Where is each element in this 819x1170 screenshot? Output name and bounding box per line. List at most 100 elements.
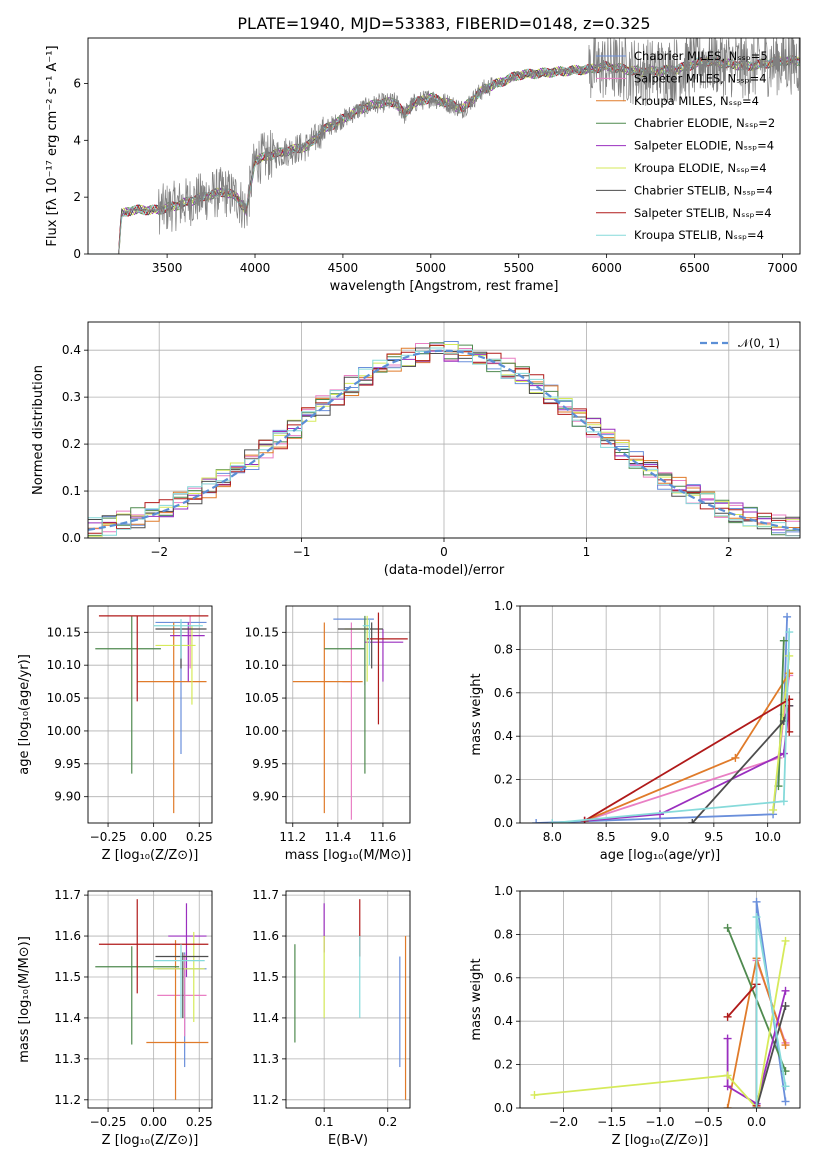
x-tick-label: 0.25 [186, 1115, 213, 1129]
observed-spectrum [118, 38, 800, 254]
mass-z-panel-grid [88, 891, 212, 1108]
x-tick-label: 6500 [679, 261, 710, 275]
x-tick-label: 7000 [767, 261, 798, 275]
y-tick-label: 10.15 [47, 625, 81, 639]
x-tick-label: −0.25 [90, 1115, 127, 1129]
y-tick-label: 1.0 [494, 599, 513, 613]
y-tick-label: 11.2 [54, 1093, 81, 1107]
axes-frame [87, 37, 801, 255]
mass-ebv-panel-grid [286, 891, 410, 1108]
legend-label-kroupa_miles: Kroupa MILES, Nₛₛₚ=4 [634, 94, 759, 108]
legend-label-chabrier_elodie: Chabrier ELODIE, Nₛₛₚ=2 [634, 116, 775, 130]
x-tick-label: 2 [725, 545, 733, 559]
y-tick-label: 0.6 [494, 686, 513, 700]
x-tick-label: 4500 [328, 261, 359, 275]
model-spectrum-chabrier_elodie [88, 55, 800, 254]
x-tick-label: 9.5 [704, 830, 723, 844]
spectrum-panel: 3500 4000 4500 5000 5500 6000 6500 7000 0 2 4 6 wave… [45, 14, 801, 294]
model-spectrum-kroupa_stelib [88, 55, 800, 254]
y-tick-label: 2 [73, 190, 81, 204]
x-tick-label: −0.5 [694, 1115, 723, 1129]
weight-line-chabrier_stelib [755, 1005, 787, 1108]
axes-frame [285, 890, 411, 1109]
y-tick-label: 11.4 [54, 1011, 81, 1025]
y-tick-label: 0.3 [62, 390, 81, 404]
legend-label-kroupa_stelib: Kroupa STELIB, Nₛₛₚ=4 [634, 228, 764, 242]
y-tick-label: 0 [73, 247, 81, 261]
y-tick-label: 0.8 [494, 927, 513, 941]
histogram-kroupa_stelib [88, 347, 800, 537]
x-tick-label: 5000 [416, 261, 447, 275]
x-axis-label: mass [log₁₀(M/M⊙)] [285, 848, 412, 863]
y-tick-label: 1.0 [494, 884, 513, 898]
x-tick-label: −1.5 [597, 1115, 626, 1129]
spectrum-panel-data [88, 38, 800, 254]
chart-title: PLATE=1940, MJD=53383, FIBERID=0148, z=0… [237, 14, 650, 33]
y-axis-label: age [log₁₀(age/yr)] [17, 654, 32, 775]
age-mass-panel: 11.2 11.4 11.6 9.90 9.95 10.00 10.05 10.10 10.15… [245, 605, 412, 863]
y-tick-label: 11.5 [252, 970, 279, 984]
x-tick-label: 0.25 [186, 830, 213, 844]
y-tick-label: 11.3 [252, 1052, 279, 1066]
x-tick-label: 11.4 [324, 830, 351, 844]
x-axis-label: Z [log₁₀(Z/Z⊙)] [102, 1133, 199, 1148]
y-tick-label: 0.4 [62, 343, 81, 357]
weight-line-salpeter_stelib [584, 697, 791, 822]
y-tick-label: 10.00 [245, 724, 279, 738]
y-tick-label: 11.7 [54, 888, 81, 902]
y-tick-label: 11.5 [54, 970, 81, 984]
y-tick-label: 10.00 [47, 724, 81, 738]
age-z-panel: −0.25 0.00 0.25 9.90 9.95 10.00 10.05 10.10 10.1… [17, 605, 213, 863]
histogram-panel: −2 −1 0 1 2 0.0 0.1 0.2 0.3 0.4 (data-model)/error… [31, 321, 801, 578]
x-tick-label: 0.0 [747, 1115, 766, 1129]
axes-frame [87, 605, 213, 824]
x-axis-label: wavelength [Angstrom, rest frame] [330, 279, 559, 294]
x-tick-label: 5500 [503, 261, 534, 275]
weight-age-panel: 8.0 8.5 9.0 9.5 10.0 0.0 0.2 0.4 0.6 0.8 1.0 age [l… [469, 599, 801, 863]
weight-line-chabrier_miles [536, 616, 788, 823]
y-tick-label: 11.2 [252, 1093, 279, 1107]
y-tick-label: 0.0 [62, 531, 81, 545]
axes-frame [87, 321, 801, 539]
legend-label-chabrier_stelib: Chabrier STELIB, Nₛₛₚ=4 [634, 183, 773, 197]
x-axis-label: (data-model)/error [384, 563, 505, 578]
y-tick-label: 11.4 [252, 1011, 279, 1025]
y-tick-label: 4 [73, 133, 81, 147]
x-tick-label: −1.0 [645, 1115, 674, 1129]
x-tick-label: 0 [440, 545, 448, 559]
legend-label-salpeter_miles: Salpeter MILES, Nₛₛₚ=4 [634, 71, 767, 85]
weight-line-kroupa_elodie [534, 940, 787, 1108]
y-tick-label: 0.2 [494, 773, 513, 787]
y-tick-label: 11.3 [54, 1052, 81, 1066]
axes-frame [285, 605, 411, 824]
mass-z-panel-data [95, 899, 209, 1100]
x-axis-label: Z [log₁₀(Z/Z⊙)] [612, 1133, 709, 1148]
gaussian-curve [88, 349, 800, 531]
x-axis-label: E(B-V) [328, 1133, 368, 1148]
x-tick-label: 0.1 [315, 1115, 334, 1129]
age-z-panel-grid [88, 606, 212, 823]
mass-ebv-panel-data [294, 899, 407, 1100]
x-tick-label: 11.6 [370, 830, 397, 844]
y-tick-label: 9.95 [54, 757, 81, 771]
y-tick-label: 6 [73, 76, 81, 90]
age-z-panel-data [95, 615, 209, 814]
histogram-panel-data [88, 341, 800, 538]
weight-line-salpeter_elodie [726, 990, 787, 1106]
legend-label-gaussian: 𝒩(0, 1) [738, 336, 780, 350]
weight-age-panel-grid [520, 605, 800, 824]
model-spectrum-kroupa_miles [88, 55, 800, 254]
y-tick-label: 11.7 [252, 888, 279, 902]
x-tick-label: 4000 [240, 261, 271, 275]
mass-ebv-panel: 0.1 0.2 11.2 11.3 11.4 11.5 11.6 11.7 E(B-V) [252, 888, 411, 1148]
weight-z-panel-data [530, 897, 790, 1108]
y-axis-label: mass [log₁₀(M/M⊙)] [17, 936, 32, 1063]
y-tick-label: 0.0 [494, 816, 513, 830]
y-axis-label: mass weight [469, 673, 484, 755]
x-axis-label: Z [log₁₀(Z/Z⊙)] [102, 848, 199, 863]
model-spectrum-kroupa_elodie [88, 56, 800, 254]
axes-frame [87, 890, 213, 1109]
y-tick-label: 10.10 [47, 658, 81, 672]
x-tick-label: 0.00 [140, 830, 167, 844]
